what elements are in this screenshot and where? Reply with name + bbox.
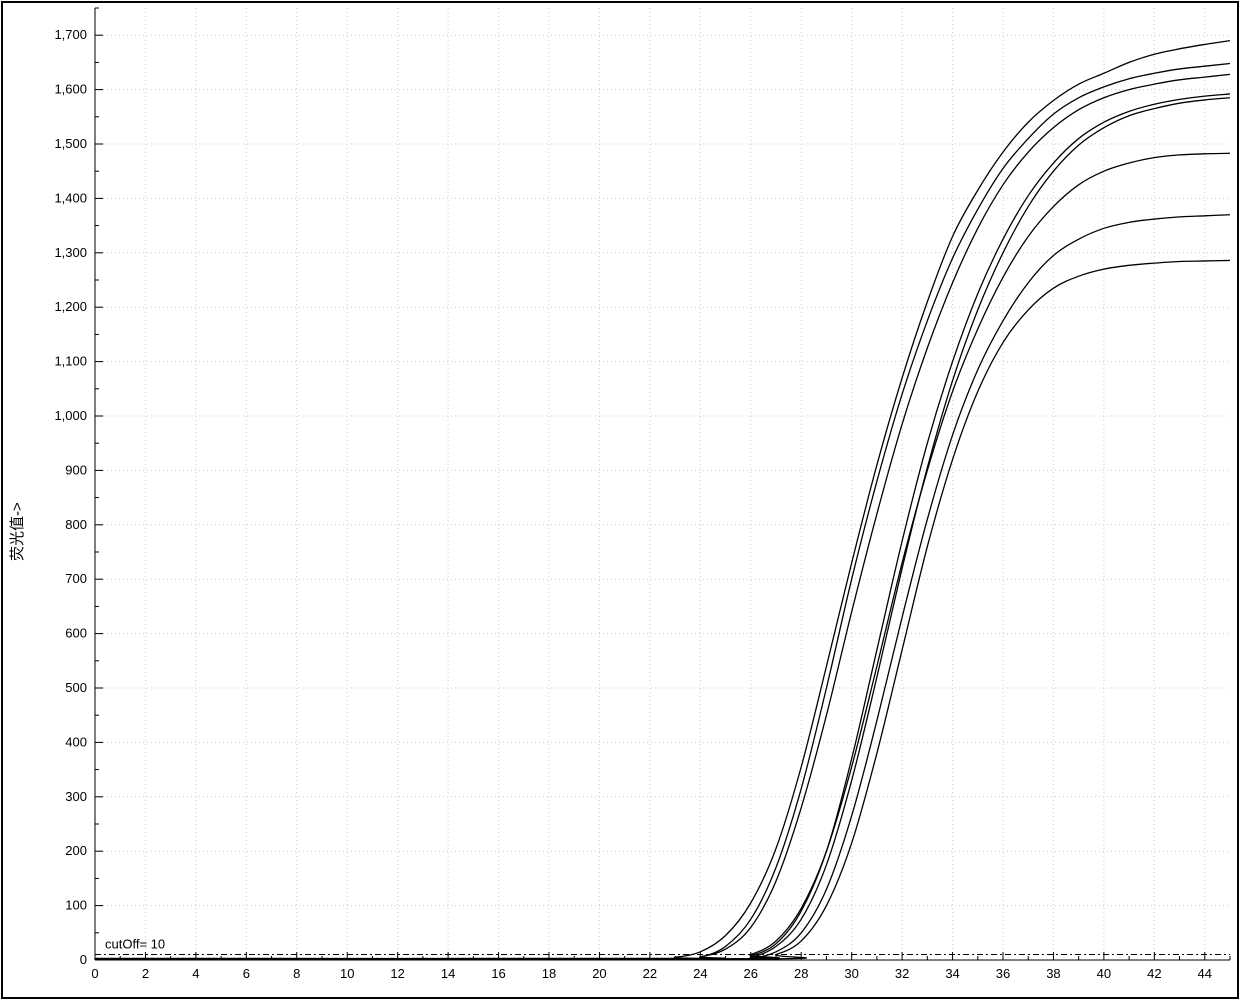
x-tick-label: 44 [1198,966,1212,981]
x-tick-label: 34 [945,966,959,981]
y-tick-label: 1,300 [54,245,87,260]
x-tick-label: 12 [390,966,404,981]
y-axis-label: 荧光值-> [9,502,26,561]
y-tick-label: 1,600 [54,82,87,97]
y-tick-label: 1,200 [54,299,87,314]
x-tick-label: 24 [693,966,707,981]
cutoff-label: cutOff= 10 [105,937,165,952]
x-tick-label: 16 [491,966,505,981]
y-tick-label: 100 [65,898,87,913]
y-tick-label: 0 [80,952,87,967]
x-tick-label: 14 [441,966,455,981]
y-tick-label: 500 [65,680,87,695]
x-tick-label: 32 [895,966,909,981]
x-tick-label: 42 [1147,966,1161,981]
x-tick-label: 20 [592,966,606,981]
series-s5 [95,98,1230,960]
x-tick-label: 10 [340,966,354,981]
series-s1 [95,41,1230,959]
series-s3 [95,74,1230,958]
y-tick-label: 1,500 [54,136,87,151]
y-tick-label: 200 [65,843,87,858]
x-tick-label: 26 [744,966,758,981]
x-tick-label: 30 [844,966,858,981]
x-tick-label: 18 [542,966,556,981]
x-axis: 0246810121416182022242628303234363840424… [91,952,1230,981]
x-tick-label: 8 [293,966,300,981]
series-group [95,41,1230,961]
y-tick-label: 300 [65,789,87,804]
y-tick-label: 400 [65,734,87,749]
y-tick-label: 1,100 [54,354,87,369]
y-tick-label: 700 [65,571,87,586]
series-s6 [95,153,1230,959]
series-s8 [95,260,1230,959]
y-tick-label: 600 [65,626,87,641]
x-tick-label: 0 [91,966,98,981]
amplification-chart: 0246810121416182022242628303234363840424… [0,0,1240,1000]
x-tick-label: 6 [243,966,250,981]
y-axis: 0 100 200 300 400 500 600 700 800 900 1,000 1,100 1,… [54,8,103,967]
y-tick-label: 1,700 [54,27,87,42]
y-tick-label: 1,400 [54,190,87,205]
x-tick-label: 2 [142,966,149,981]
x-tick-label: 22 [643,966,657,981]
grid [95,8,1230,960]
y-tick-label: 1,000 [54,408,87,423]
x-tick-label: 38 [1046,966,1060,981]
series-s4 [95,94,1230,959]
x-tick-label: 36 [996,966,1010,981]
x-tick-label: 28 [794,966,808,981]
x-tick-label: 4 [192,966,199,981]
series-s7 [95,215,1230,960]
y-tick-label: 900 [65,462,87,477]
y-tick-label: 800 [65,517,87,532]
x-tick-label: 40 [1097,966,1111,981]
